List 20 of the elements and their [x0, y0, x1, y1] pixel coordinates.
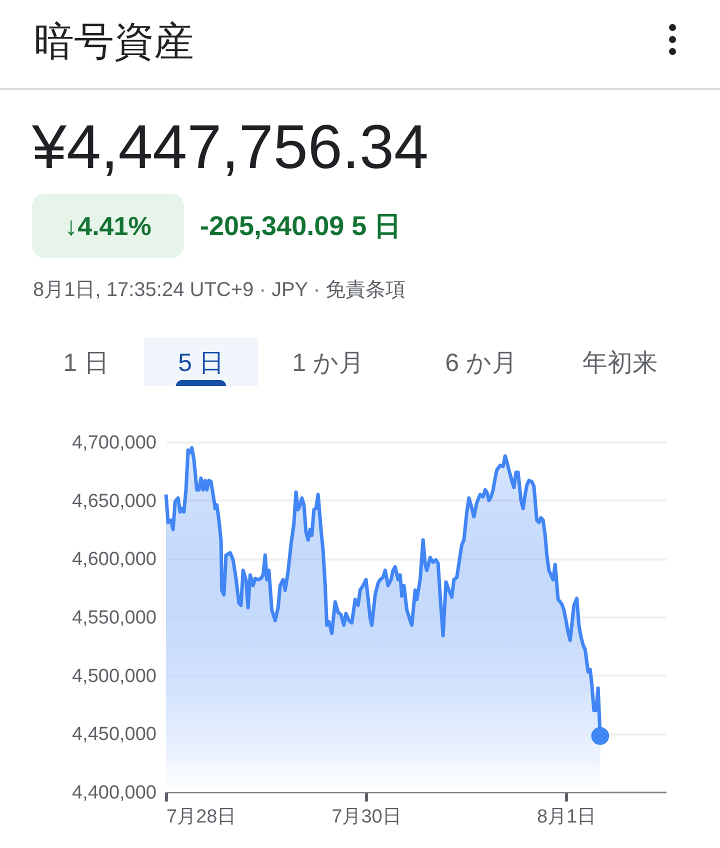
y-tick-label: 4,700,000: [72, 432, 156, 454]
y-tick-label: 4,500,000: [72, 666, 156, 687]
x-tick-label: 8月1日: [536, 806, 596, 828]
y-tick-label: 4,450,000: [72, 724, 156, 746]
chart-title: 暗号資産: [34, 19, 194, 66]
text: 6 か月: [444, 348, 518, 378]
y-tick-label: 4,650,000: [72, 490, 156, 512]
chart-subtitle: ¥4,447,756.34: [32, 112, 428, 183]
text: ↓4.41%: [32, 194, 184, 258]
y-tick-label: 4,600,000: [72, 549, 156, 570]
text: 年初来: [582, 348, 658, 378]
y-tick-label: 4,400,000: [72, 782, 156, 804]
text: -205,340.09 5 日: [200, 210, 402, 243]
x-tick-label: 7月28日: [166, 806, 236, 828]
text: 1 日: [62, 348, 110, 378]
text: 5 日: [144, 338, 258, 386]
text: 8月1日, 17:35:24 UTC+9 · JPY · 免責条項: [33, 278, 406, 303]
x-tick-label: 7月30日: [332, 806, 402, 828]
text: 1 か月: [291, 348, 365, 378]
y-tick-label: 4,550,000: [72, 608, 156, 628]
